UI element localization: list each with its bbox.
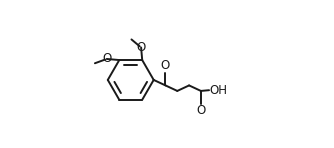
Text: O: O: [102, 52, 111, 65]
Text: O: O: [196, 104, 205, 117]
Text: O: O: [161, 59, 170, 72]
Text: OH: OH: [209, 84, 227, 97]
Text: O: O: [137, 41, 146, 54]
